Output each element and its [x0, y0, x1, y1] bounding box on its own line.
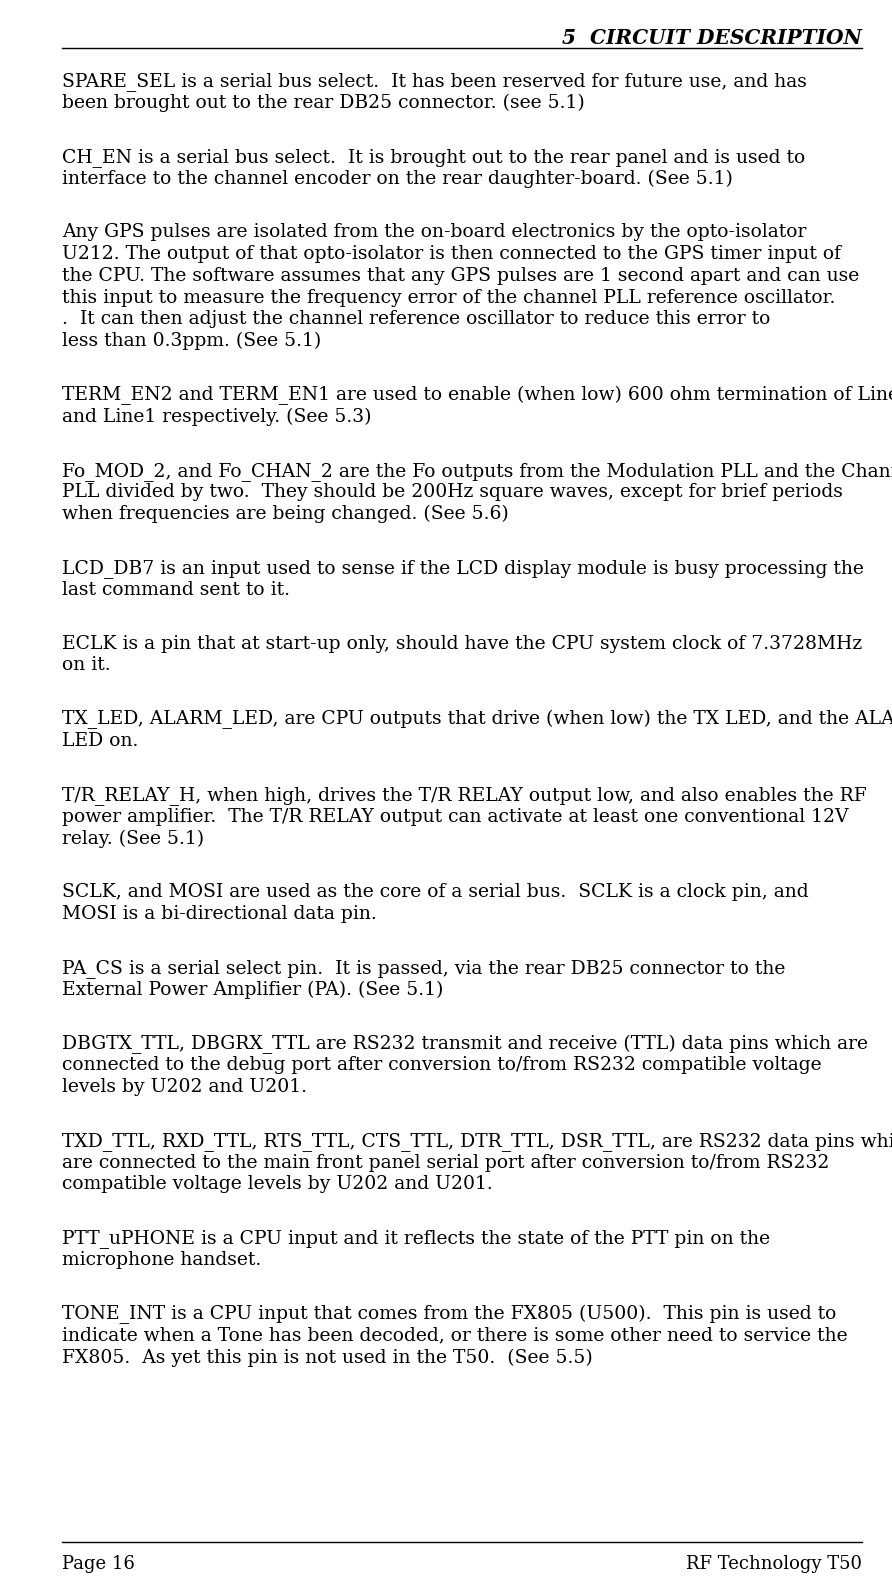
Text: T/R_RELAY_H, when high, drives the T/R RELAY output low, and also enables the RF: T/R_RELAY_H, when high, drives the T/R R…	[62, 785, 867, 804]
Text: the CPU. The software assumes that any GPS pulses are 1 second apart and can use: the CPU. The software assumes that any G…	[62, 267, 859, 284]
Text: microphone handset.: microphone handset.	[62, 1251, 261, 1269]
Text: 5  CIRCUIT DESCRIPTION: 5 CIRCUIT DESCRIPTION	[562, 29, 862, 48]
Text: TONE_INT is a CPU input that comes from the FX805 (U500).  This pin is used to: TONE_INT is a CPU input that comes from …	[62, 1306, 837, 1325]
Text: MOSI is a bi-directional data pin.: MOSI is a bi-directional data pin.	[62, 905, 376, 922]
Text: compatible voltage levels by U202 and U201.: compatible voltage levels by U202 and U2…	[62, 1175, 492, 1194]
Text: interface to the channel encoder on the rear daughter-board. (See 5.1): interface to the channel encoder on the …	[62, 169, 733, 188]
Text: RF Technology T50: RF Technology T50	[686, 1555, 862, 1574]
Text: SPARE_SEL is a serial bus select.  It has been reserved for future use, and has: SPARE_SEL is a serial bus select. It has…	[62, 72, 807, 91]
Text: External Power Amplifier (PA). (See 5.1): External Power Amplifier (PA). (See 5.1)	[62, 980, 443, 999]
Text: CH_EN is a serial bus select.  It is brought out to the rear panel and is used t: CH_EN is a serial bus select. It is brou…	[62, 147, 805, 166]
Text: Page 16: Page 16	[62, 1555, 135, 1574]
Text: TERM_EN2 and TERM_EN1 are used to enable (when low) 600 ohm termination of Line2: TERM_EN2 and TERM_EN1 are used to enable…	[62, 386, 892, 405]
Text: when frequencies are being changed. (See 5.6): when frequencies are being changed. (See…	[62, 506, 508, 523]
Text: PA_CS is a serial select pin.  It is passed, via the rear DB25 connector to the: PA_CS is a serial select pin. It is pass…	[62, 959, 785, 978]
Text: Any GPS pulses are isolated from the on-board electronics by the opto-isolator: Any GPS pulses are isolated from the on-…	[62, 223, 806, 241]
Text: LED on.: LED on.	[62, 733, 138, 750]
Text: been brought out to the rear DB25 connector. (see 5.1): been brought out to the rear DB25 connec…	[62, 94, 585, 112]
Text: TX_LED, ALARM_LED, are CPU outputs that drive (when low) the TX LED, and the ALA: TX_LED, ALARM_LED, are CPU outputs that …	[62, 710, 892, 729]
Text: ECLK is a pin that at start-up only, should have the CPU system clock of 7.3728M: ECLK is a pin that at start-up only, sho…	[62, 635, 863, 653]
Text: this input to measure the frequency error of the channel PLL reference oscillato: this input to measure the frequency erro…	[62, 289, 836, 306]
Text: last command sent to it.: last command sent to it.	[62, 581, 290, 598]
Text: TXD_TTL, RXD_TTL, RTS_TTL, CTS_TTL, DTR_TTL, DSR_TTL, are RS232 data pins which: TXD_TTL, RXD_TTL, RTS_TTL, CTS_TTL, DTR_…	[62, 1132, 892, 1151]
Text: PLL divided by two.  They should be 200Hz square waves, except for brief periods: PLL divided by two. They should be 200Hz…	[62, 484, 843, 501]
Text: levels by U202 and U201.: levels by U202 and U201.	[62, 1077, 307, 1096]
Text: SCLK, and MOSI are used as the core of a serial bus.  SCLK is a clock pin, and: SCLK, and MOSI are used as the core of a…	[62, 883, 809, 902]
Text: .  It can then adjust the channel reference oscillator to reduce this error to: . It can then adjust the channel referen…	[62, 310, 771, 329]
Text: and Line1 respectively. (See 5.3): and Line1 respectively. (See 5.3)	[62, 409, 371, 426]
Text: LCD_DB7 is an input used to sense if the LCD display module is busy processing t: LCD_DB7 is an input used to sense if the…	[62, 559, 863, 578]
Text: are connected to the main front panel serial port after conversion to/from RS232: are connected to the main front panel se…	[62, 1154, 830, 1171]
Text: FX805.  As yet this pin is not used in the T50.  (See 5.5): FX805. As yet this pin is not used in th…	[62, 1349, 593, 1366]
Text: connected to the debug port after conversion to/from RS232 compatible voltage: connected to the debug port after conver…	[62, 1057, 822, 1074]
Text: U212. The output of that opto-isolator is then connected to the GPS timer input : U212. The output of that opto-isolator i…	[62, 246, 841, 263]
Text: less than 0.3ppm. (See 5.1): less than 0.3ppm. (See 5.1)	[62, 332, 321, 351]
Text: Fo_MOD_2, and Fo_CHAN_2 are the Fo outputs from the Modulation PLL and the Chann: Fo_MOD_2, and Fo_CHAN_2 are the Fo outpu…	[62, 461, 892, 480]
Text: PTT_uPHONE is a CPU input and it reflects the state of the PTT pin on the: PTT_uPHONE is a CPU input and it reflect…	[62, 1229, 770, 1248]
Text: on it.: on it.	[62, 656, 111, 675]
Text: power amplifier.  The T/R RELAY output can activate at least one conventional 12: power amplifier. The T/R RELAY output ca…	[62, 808, 848, 825]
Text: DBGTX_TTL, DBGRX_TTL are RS232 transmit and receive (TTL) data pins which are: DBGTX_TTL, DBGRX_TTL are RS232 transmit …	[62, 1034, 868, 1053]
Text: indicate when a Tone has been decoded, or there is some other need to service th: indicate when a Tone has been decoded, o…	[62, 1326, 847, 1344]
Text: relay. (See 5.1): relay. (See 5.1)	[62, 830, 204, 847]
